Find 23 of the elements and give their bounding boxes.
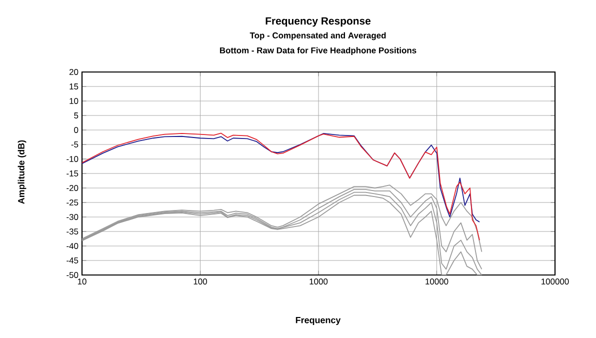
- x-axis-title: Frequency: [296, 316, 341, 326]
- y-tick-label: 20: [69, 69, 78, 75]
- x-tick-label: 100000: [542, 278, 569, 285]
- y-tick-label: -25: [66, 200, 78, 206]
- y-axis-title: Amplitude (dB): [18, 140, 26, 204]
- x-tick-label: 1000: [310, 278, 328, 285]
- y-tick-label: -40: [66, 243, 78, 249]
- y-tick-label: 5: [74, 112, 78, 118]
- chart-subtitle: Top - Compensated and Averaged Bottom - Raw Data for Five Headphone Positions: [220, 32, 416, 56]
- y-tick-label: -30: [66, 214, 78, 220]
- y-tick-label: -10: [66, 156, 78, 162]
- y-tick-label: 15: [70, 84, 78, 90]
- y-tick-label: -45: [66, 258, 78, 264]
- y-tick-label: -20: [66, 185, 78, 191]
- y-tick-label: 10: [70, 98, 78, 104]
- y-tick-label: -15: [66, 170, 78, 176]
- y-tick-label: -50: [66, 272, 78, 278]
- x-tick-label: 10000: [426, 278, 448, 285]
- y-tick-label: -35: [66, 228, 78, 234]
- x-tick-label: 100: [194, 278, 207, 285]
- chart-title: Frequency Response: [266, 17, 371, 27]
- y-tick-label: 0: [74, 127, 78, 133]
- y-tick-label: -5: [71, 142, 78, 148]
